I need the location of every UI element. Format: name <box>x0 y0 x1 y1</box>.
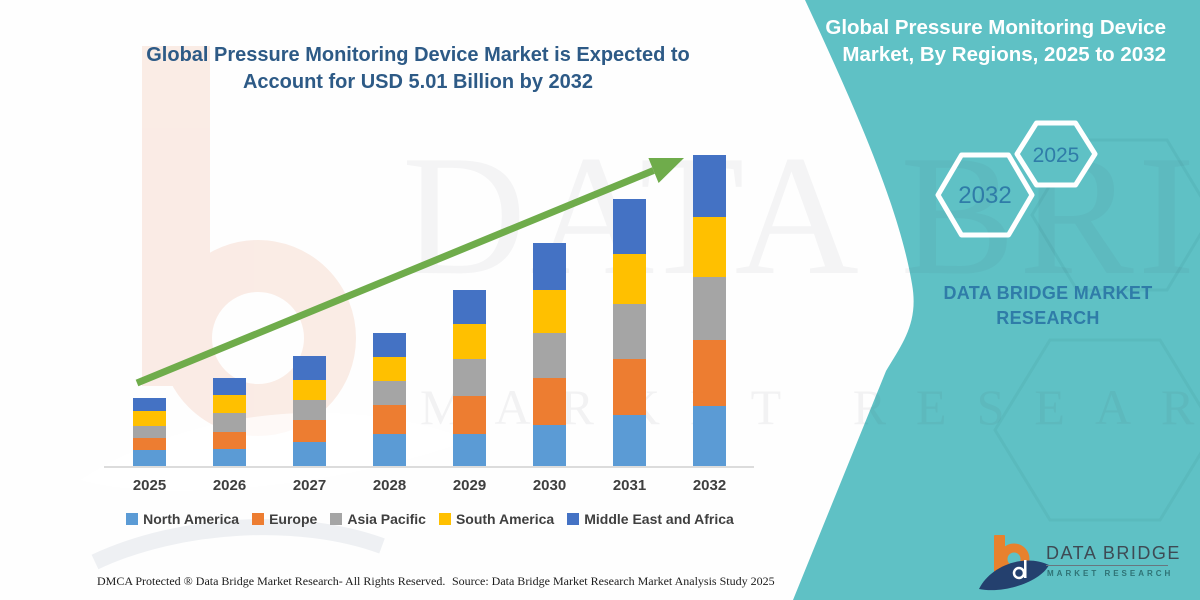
bar-segment-asia-pacific-2028 <box>373 381 406 405</box>
stacked-bar-chart <box>105 136 760 466</box>
bar-segment-south-america-2026 <box>213 395 246 413</box>
bar-segment-middle-east-and-africa-2032 <box>693 155 726 217</box>
legend-item-south-america: South America <box>438 511 555 527</box>
legend-label-middle-east-and-africa: Middle East and Africa <box>584 511 734 527</box>
chart-title: Global Pressure Monitoring Device Market… <box>118 42 718 96</box>
x-axis-label-2031: 2031 <box>612 477 647 494</box>
bar-2025 <box>133 398 166 466</box>
legend-swatch-asia-pacific <box>330 513 343 525</box>
legend-label-north-america: North America <box>143 511 240 527</box>
x-axis-label-2027: 2027 <box>292 477 327 494</box>
bar-segment-north-america-2030 <box>533 425 566 466</box>
bar-segment-asia-pacific-2025 <box>133 426 166 438</box>
bar-segment-middle-east-and-africa-2031 <box>613 199 646 254</box>
logo-underline <box>1046 565 1168 566</box>
bar-segment-asia-pacific-2032 <box>693 277 726 340</box>
bar-segment-south-america-2030 <box>533 290 566 333</box>
bar-segment-europe-2031 <box>613 359 646 415</box>
bar-segment-south-america-2028 <box>373 357 406 381</box>
brand-text: DATA BRIDGE MARKET RESEARCH <box>943 283 1153 328</box>
bar-2031 <box>613 199 646 466</box>
panel-heading-line2: Market, By Regions, 2025 to 2032 <box>842 43 1166 66</box>
bar-segment-north-america-2032 <box>693 406 726 466</box>
legend-label-europe: Europe <box>269 511 318 527</box>
x-axis-label-2029: 2029 <box>452 477 487 494</box>
bar-segment-europe-2030 <box>533 378 566 425</box>
bar-2028 <box>373 333 406 466</box>
bar-segment-asia-pacific-2026 <box>213 413 246 432</box>
bar-2032 <box>693 155 726 466</box>
bar-segment-south-america-2032 <box>693 217 726 277</box>
bar-segment-asia-pacific-2030 <box>533 333 566 378</box>
bar-segment-europe-2032 <box>693 340 726 406</box>
bar-segment-asia-pacific-2029 <box>453 359 486 396</box>
bar-segment-europe-2026 <box>213 432 246 449</box>
bar-segment-north-america-2031 <box>613 415 646 466</box>
logo-b-icon <box>979 535 1049 591</box>
bar-segment-asia-pacific-2027 <box>293 400 326 420</box>
bar-segment-south-america-2029 <box>453 324 486 359</box>
bar-segment-middle-east-and-africa-2030 <box>533 243 566 290</box>
legend-swatch-europe <box>252 513 265 525</box>
legend-swatch-middle-east-and-africa <box>567 513 580 525</box>
bar-segment-europe-2025 <box>133 438 166 450</box>
bar-segment-north-america-2027 <box>293 442 326 466</box>
bar-segment-middle-east-and-africa-2026 <box>213 378 246 395</box>
x-axis-label-2026: 2026 <box>212 477 247 494</box>
x-axis-label-2032: 2032 <box>692 477 727 494</box>
bar-segment-europe-2027 <box>293 420 326 442</box>
bar-segment-europe-2029 <box>453 396 486 434</box>
legend-item-middle-east-and-africa: Middle East and Africa <box>567 511 734 527</box>
logo-subtitle-text: MARKET RESEARCH <box>1047 569 1174 578</box>
bar-2027 <box>293 356 326 466</box>
legend-swatch-north-america <box>126 513 139 525</box>
bar-segment-north-america-2029 <box>453 434 486 466</box>
bar-segment-south-america-2027 <box>293 380 326 400</box>
hexagon-2032-label: 2032 <box>958 182 1012 209</box>
bar-segment-north-america-2026 <box>213 449 246 466</box>
bar-segment-middle-east-and-africa-2029 <box>453 290 486 324</box>
bar-2029 <box>453 290 486 466</box>
bar-segment-south-america-2031 <box>613 254 646 304</box>
legend-item-asia-pacific: Asia Pacific <box>330 511 426 527</box>
legend-item-north-america: North America <box>126 511 239 527</box>
legend-item-europe: Europe <box>252 511 317 527</box>
chart-legend: North America Europe Asia Pacific South Ame… <box>100 511 760 527</box>
footer-source-text: Source: Data Bridge Market Research Mark… <box>452 574 775 588</box>
legend-label-asia-pacific: Asia Pacific <box>347 511 426 527</box>
bar-2030 <box>533 243 566 466</box>
bar-segment-north-america-2028 <box>373 434 406 466</box>
bar-segment-middle-east-and-africa-2025 <box>133 398 166 411</box>
footer-dmca-text: DMCA Protected ® Data Bridge Market Rese… <box>97 574 446 588</box>
hexagon-2025-label: 2025 <box>1032 144 1080 167</box>
x-axis-label-2030: 2030 <box>532 477 567 494</box>
legend-swatch-south-america <box>438 513 451 525</box>
bar-segment-middle-east-and-africa-2028 <box>373 333 406 357</box>
logo-name-text: DATA BRIDGE <box>1046 543 1181 563</box>
x-axis-label-2028: 2028 <box>372 477 407 494</box>
bar-2026 <box>213 378 246 466</box>
bar-segment-south-america-2025 <box>133 411 166 426</box>
x-axis-label-2025: 2025 <box>132 477 167 494</box>
chart-title-line1: Global Pressure Monitoring Device Market… <box>146 44 690 66</box>
bar-segment-asia-pacific-2031 <box>613 304 646 359</box>
legend-label-south-america: South America <box>455 511 555 527</box>
watermark-swoosh-bottom <box>91 519 385 570</box>
panel-heading-line1: Global Pressure Monitoring Device <box>825 16 1166 39</box>
bar-segment-europe-2028 <box>373 405 406 434</box>
chart-title-line2: Account for USD 5.01 Billion by 2032 <box>242 71 594 93</box>
panel-heading: Global Pressure Monitoring Device Market… <box>786 14 1166 68</box>
x-axis-line <box>104 466 754 468</box>
bar-segment-north-america-2025 <box>133 450 166 466</box>
bar-segment-middle-east-and-africa-2027 <box>293 356 326 380</box>
